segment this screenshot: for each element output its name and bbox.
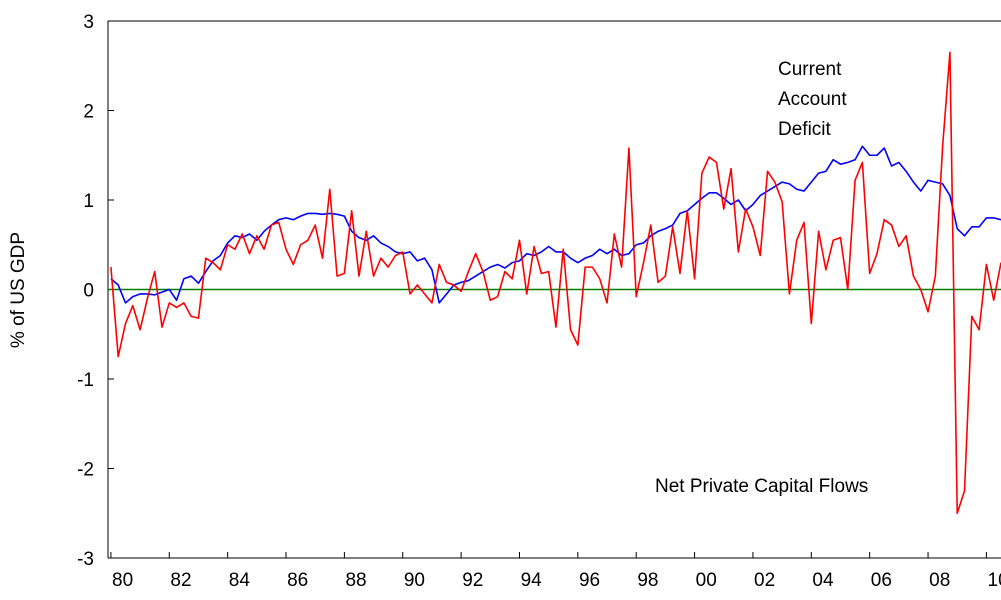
x-tick-label: 08: [929, 570, 950, 591]
y-tick-label: -3: [77, 549, 94, 570]
x-tick-label: 88: [345, 570, 366, 591]
x-tick-label: 04: [812, 570, 834, 591]
series-label: Current Account Deficit: [778, 59, 852, 140]
x-tick-label: 02: [754, 570, 775, 591]
series-label: Net Private Capital Flows: [655, 476, 868, 497]
x-tick-label: 84: [229, 570, 251, 591]
x-tick-label: 86: [287, 570, 308, 591]
y-tick-label: 1: [83, 191, 94, 212]
x-tick-label: 06: [871, 570, 892, 591]
y-tick-label: -1: [77, 370, 94, 391]
x-tick-label: 94: [521, 570, 543, 591]
x-tick-label: 00: [696, 570, 717, 591]
y-tick-label: 3: [83, 12, 94, 33]
x-tick-label: 80: [112, 570, 133, 591]
y-tick-label: 0: [83, 281, 94, 302]
x-tick-label: 92: [462, 570, 483, 591]
series-line: [110, 145, 1001, 304]
y-axis-label: % of US GDP: [8, 232, 29, 348]
x-tick-label: 98: [637, 570, 658, 591]
x-tick-label: 90: [404, 570, 425, 591]
y-tick-label: -2: [77, 460, 94, 481]
x-tick-label: 82: [170, 570, 191, 591]
x-tick-label: 96: [579, 570, 600, 591]
x-tick-label: 10: [988, 570, 1001, 591]
series-line: [110, 51, 1001, 515]
y-tick-label: 2: [83, 102, 94, 123]
